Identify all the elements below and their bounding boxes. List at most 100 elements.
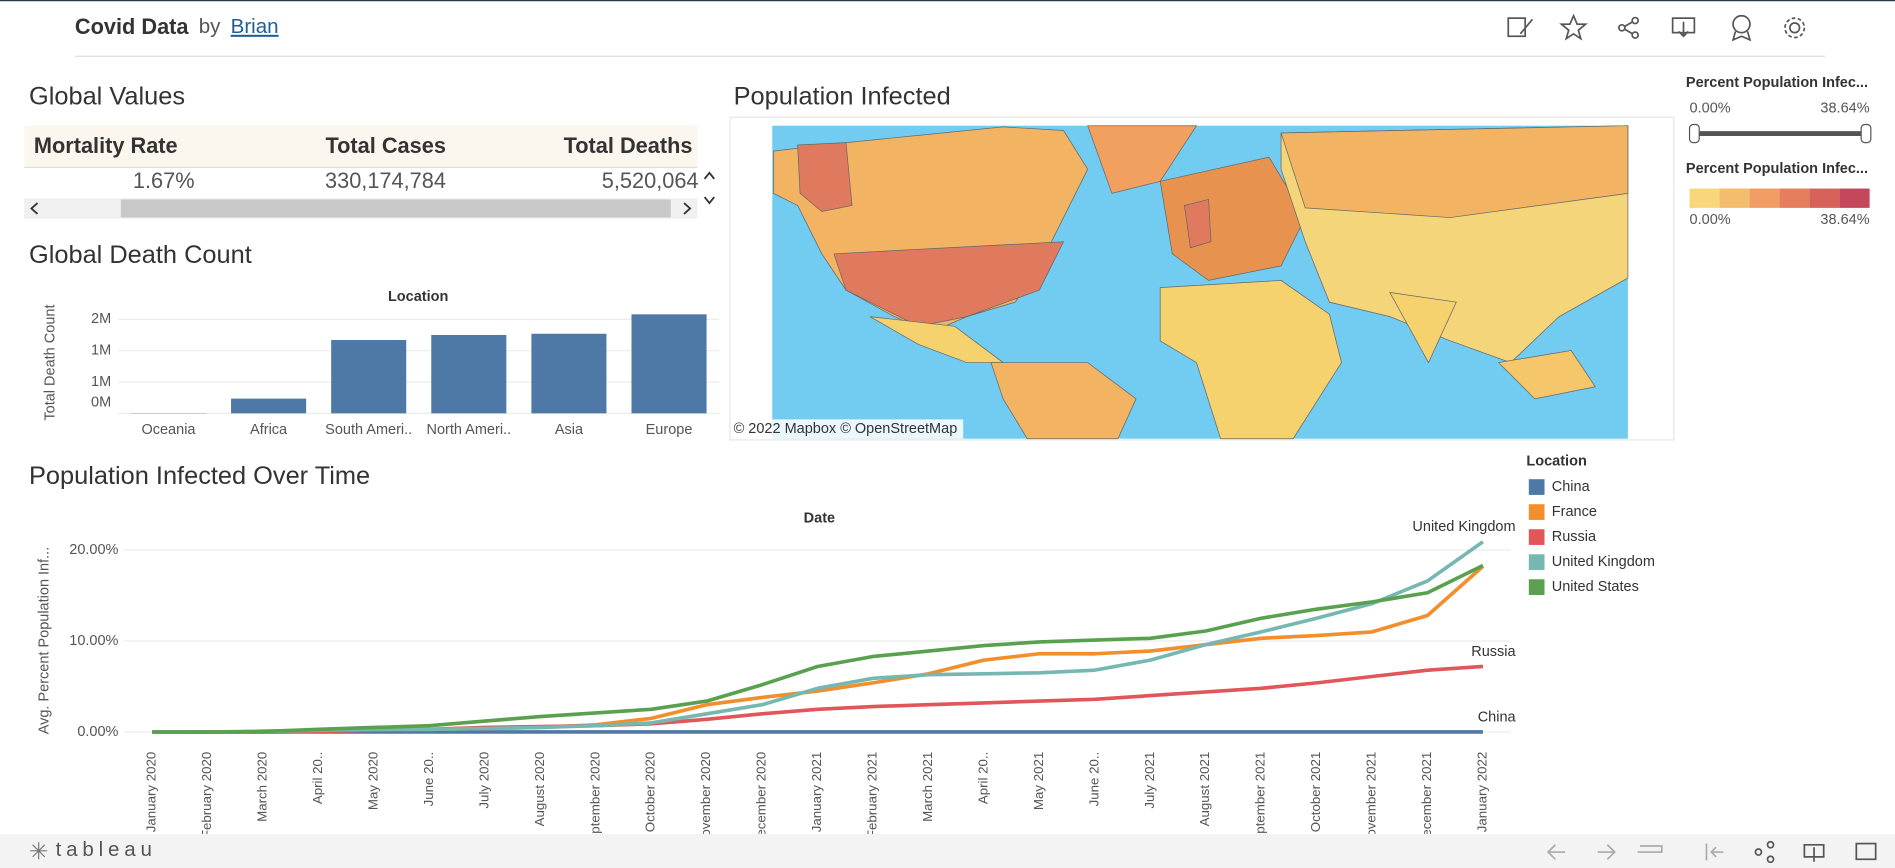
legend-swatch [1809, 188, 1840, 208]
x-tick-label: Asia [555, 422, 584, 438]
chart-title: Global Death Count [29, 241, 252, 269]
table-cell: 1.67% [133, 168, 195, 193]
country [833, 241, 1065, 327]
y-tick-label: 1M [91, 342, 111, 358]
x-tick-label: August 2020 [532, 752, 547, 827]
legend-swatch [1528, 504, 1545, 520]
scroll-arrows[interactable] [30, 202, 692, 215]
x-tick-label: April 20.. [975, 752, 990, 804]
scroll-thumb[interactable] [120, 199, 671, 218]
legend-max: 38.64% [1820, 212, 1869, 228]
column-header: Mortality Rate [34, 133, 178, 158]
x-tick-label: Oceania [141, 422, 196, 438]
x-tick-label: April 20.. [310, 752, 325, 804]
v-scroll-arrows[interactable] [703, 171, 715, 205]
header-title-line: Covid Data by Brian [75, 14, 279, 39]
header-by: by [199, 15, 221, 38]
undo[interactable] [1546, 844, 1566, 860]
filter-title: Percent Population Infec... [1686, 75, 1868, 91]
legend-label: France [1552, 504, 1597, 520]
legend-swatch [1779, 188, 1810, 208]
color-legend [1689, 188, 1870, 208]
bar-chart: 0M 1M 1M 2M Oceania Africa South Ameri.. North … [91, 311, 720, 438]
x-tick-label: July 2021 [1142, 752, 1157, 809]
slider-handle[interactable] [1688, 123, 1700, 144]
country [869, 316, 1005, 363]
map[interactable] [772, 125, 1629, 440]
x-tick-label: July 2020 [476, 752, 491, 809]
logo-mark [30, 842, 48, 860]
edit-icon[interactable] [1507, 17, 1534, 38]
chart-title: Population Infected Over Time [29, 462, 370, 490]
bar [231, 398, 307, 414]
filter-max: 38.64% [1820, 101, 1869, 117]
y-tick-label: 20.00% [69, 542, 118, 558]
y-tick-label: 10.00% [69, 633, 118, 649]
legend-swatch [1528, 554, 1545, 570]
header-title: Covid Data [75, 14, 190, 39]
legend-swatch [1719, 188, 1750, 208]
favorite-icon[interactable] [1559, 13, 1588, 41]
legend-label: United States [1552, 579, 1639, 595]
author-link[interactable]: Brian [231, 15, 279, 38]
download[interactable] [1803, 843, 1825, 862]
map-title: Population Infected [734, 83, 951, 111]
x-tick-label: South Ameri.. [325, 422, 412, 438]
x-tick-label: Africa [250, 422, 288, 438]
legend-title: Percent Population Infec... [1686, 161, 1868, 177]
redo[interactable] [1597, 844, 1616, 860]
table-cell: 330,174,784 [325, 168, 446, 193]
end-label: China [1478, 709, 1517, 725]
country [1183, 198, 1212, 249]
legend-swatch [1689, 188, 1720, 208]
country [1389, 292, 1457, 364]
y-tick-label: 0.00% [77, 724, 118, 740]
column-header: Total Deaths [564, 133, 693, 158]
table-cell: 5,520,064 [602, 168, 699, 193]
download-icon[interactable] [1671, 17, 1696, 38]
legend-title: Location [1526, 454, 1586, 470]
land [773, 125, 1629, 440]
x-tick-label: August 2021 [1197, 752, 1212, 827]
end-label: Russia [1471, 644, 1516, 660]
fullscreen[interactable] [1855, 842, 1877, 861]
country [797, 142, 853, 212]
bar [331, 340, 407, 414]
country [1159, 280, 1342, 440]
x-tick-label: September 2021 [1253, 752, 1268, 850]
x-tick-label: December 2020 [754, 752, 769, 847]
x-tick-label: January 2020 [144, 752, 159, 833]
reset[interactable] [1705, 843, 1724, 861]
x-tick-label: June 20.. [1086, 752, 1101, 807]
x-tick-label: November 2021 [1364, 752, 1379, 847]
brand[interactable]: tableau [56, 838, 157, 861]
x-tick-label: February 2020 [199, 752, 214, 838]
x-tick-label: October 2020 [643, 752, 658, 832]
bar [531, 333, 607, 414]
legend-swatch [1528, 579, 1545, 595]
metrics-icon[interactable] [1731, 14, 1752, 42]
x-tick-label: March 2021 [920, 752, 935, 822]
x-axis-title: Date [804, 510, 835, 526]
bar [431, 335, 507, 414]
section-title: Global Values [29, 83, 185, 111]
y-tick-label: 2M [91, 311, 111, 327]
x-tick-label: December 2021 [1419, 752, 1434, 847]
legend-swatch [1528, 479, 1545, 495]
share[interactable] [1754, 840, 1775, 864]
legend-min: 0.00% [1690, 212, 1731, 228]
y-axis-title: Total Death Count [43, 305, 59, 421]
y-tick-label: 1M [91, 374, 111, 390]
x-tick-label: January 2021 [809, 752, 824, 832]
legend-label: Russia [1552, 529, 1597, 545]
country [1497, 350, 1596, 400]
country [1159, 156, 1306, 281]
x-tick-label: North Ameri.. [427, 422, 512, 438]
revert[interactable] [1637, 845, 1663, 853]
share-icon[interactable] [1618, 16, 1640, 39]
slider-handle[interactable] [1860, 123, 1872, 144]
filter-min: 0.00% [1690, 101, 1731, 117]
settings-icon[interactable] [1784, 17, 1806, 39]
x-tick-label: January 2022 [1474, 752, 1489, 833]
line-chart: 0.00% 10.00% 20.00% January 2020 February 20… [69, 479, 1655, 850]
